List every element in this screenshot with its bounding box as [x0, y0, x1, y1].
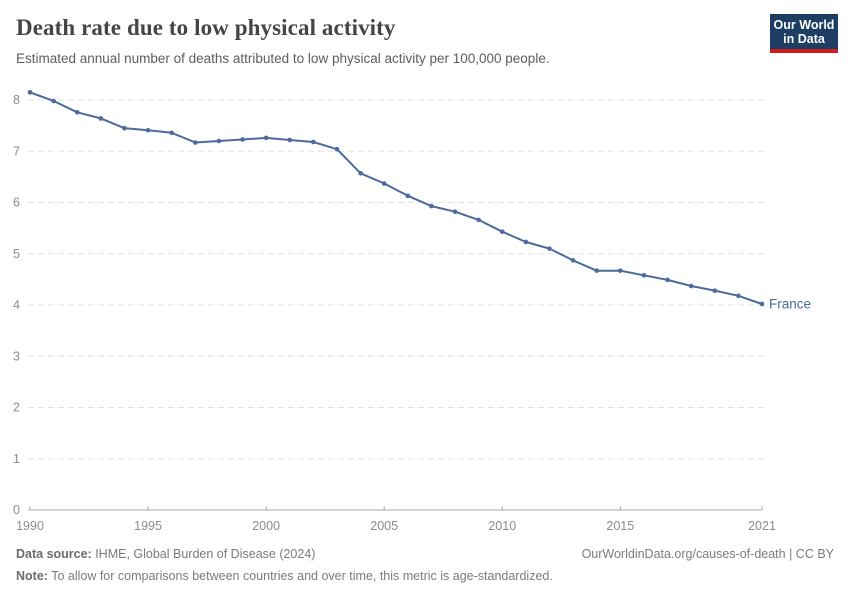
data-point-marker[interactable] [98, 116, 104, 121]
x-axis-label: 2005 [370, 519, 398, 533]
data-point-marker[interactable] [405, 193, 411, 199]
chart-header: Death rate due to low physical activity … [16, 13, 760, 67]
data-point-marker[interactable] [499, 229, 505, 235]
series-label-france[interactable]: France [769, 296, 811, 311]
note-label: Note: [16, 569, 48, 583]
x-axis-label: 1990 [16, 519, 44, 533]
line-chart: 0 1 2 3 4 5 6 7 8 1990 1995 2000 2005 2010 2015 2021 Fra… [13, 90, 811, 533]
y-axis-label: 6 [13, 196, 20, 210]
data-point-marker[interactable] [476, 217, 481, 223]
data-point-marker[interactable] [665, 277, 670, 283]
y-axis-label: 1 [13, 452, 20, 466]
y-axis-label: 5 [13, 247, 20, 261]
x-axis-label: 2015 [606, 519, 634, 533]
y-axis-label: 0 [13, 503, 20, 517]
owid-logo-line1: Our World [773, 17, 835, 32]
data-point-marker[interactable] [712, 288, 718, 293]
data-source: Data source: IHME, Global Burden of Dise… [16, 546, 315, 562]
data-point-marker[interactable] [523, 239, 529, 245]
data-point-marker[interactable] [287, 137, 293, 143]
data-point-marker[interactable] [736, 293, 741, 299]
data-point-marker[interactable] [688, 283, 694, 289]
chart-note: Note: To allow for comparisons between c… [16, 568, 834, 584]
data-point-marker[interactable] [570, 258, 576, 263]
chart-footer: Data source: IHME, Global Burden of Dise… [16, 546, 834, 584]
y-axis-label: 8 [13, 93, 20, 107]
note-text: To allow for comparisons between countri… [47, 569, 553, 583]
data-point-marker[interactable] [334, 146, 340, 152]
data-point-marker[interactable] [192, 140, 198, 145]
data-point-marker[interactable] [169, 130, 174, 136]
data-source-text: IHME, Global Burden of Disease (2024) [91, 547, 316, 561]
data-point-marker[interactable] [358, 170, 363, 176]
x-axis-label: 2000 [252, 519, 280, 533]
y-axis-label: 2 [13, 401, 20, 415]
chart-subtitle: Estimated annual number of deaths attrib… [16, 51, 550, 66]
data-point-marker[interactable] [122, 125, 127, 131]
page-title: Death rate due to low physical activity [16, 15, 396, 40]
data-point-marker[interactable] [27, 90, 33, 95]
data-source-label: Data source: [16, 547, 92, 561]
x-axis-label: 1995 [134, 519, 162, 533]
y-axis-label: 7 [13, 144, 20, 158]
data-point-marker[interactable] [263, 135, 269, 141]
y-axis-label: 3 [13, 349, 20, 363]
data-point-marker[interactable] [594, 268, 600, 273]
data-point-marker[interactable] [547, 246, 552, 251]
data-point-marker[interactable] [452, 209, 458, 215]
owid-logo: Our World in Data [770, 14, 838, 53]
owid-logo-line2: in Data [783, 31, 825, 46]
data-point-marker[interactable] [618, 268, 623, 273]
license-text[interactable]: OurWorldinData.org/causes-of-death | CC … [581, 547, 834, 561]
x-axis-label: 2021 [748, 519, 776, 533]
data-point-marker[interactable] [381, 181, 387, 186]
data-point-marker[interactable] [240, 137, 245, 142]
data-point-marker[interactable] [74, 110, 80, 115]
series-line-france[interactable] [29, 91, 763, 305]
license-link[interactable]: OurWorldinData.org/causes-of-death | CC … [582, 546, 834, 562]
data-point-marker[interactable] [641, 272, 647, 278]
data-point-marker[interactable] [216, 138, 222, 144]
y-axis-label: 4 [13, 298, 20, 312]
data-point-marker[interactable] [145, 127, 151, 133]
data-point-marker[interactable] [311, 139, 316, 145]
x-axis-label: 2010 [488, 519, 516, 533]
data-point-marker[interactable] [759, 301, 765, 307]
owid-logo-text: Our World in Data [774, 18, 835, 46]
data-point-marker[interactable] [51, 98, 56, 104]
data-point-marker[interactable] [429, 203, 434, 209]
